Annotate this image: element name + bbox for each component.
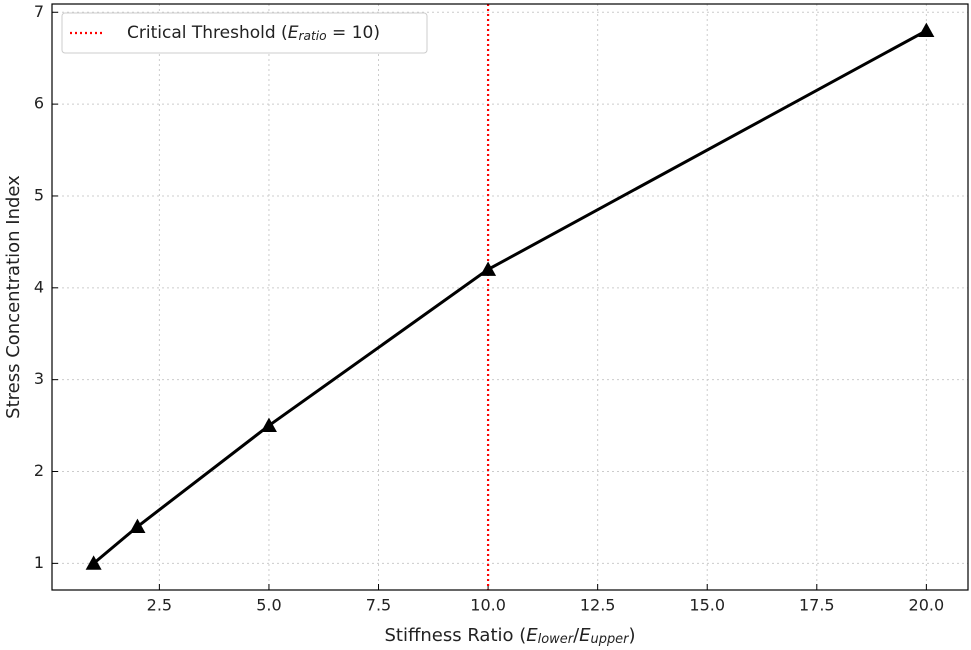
label-part: upper — [591, 632, 630, 647]
y-tick-label: 4 — [34, 277, 44, 296]
y-axis-label: Stress Concentration Index — [3, 175, 24, 419]
x-tick-label: 15.0 — [689, 596, 725, 615]
x-tick-label: 17.5 — [799, 596, 835, 615]
x-tick-label: 20.0 — [909, 596, 945, 615]
marker — [480, 261, 497, 276]
label-part: E — [579, 625, 591, 646]
data-line — [92, 29, 928, 565]
legend-label: Critical Threshold (Eratio = 10) — [127, 23, 380, 43]
label-part: = 10) — [327, 23, 380, 43]
label-part: Stiffness Ratio ( — [384, 625, 526, 646]
y-tick-label: 3 — [34, 369, 44, 388]
marker — [918, 22, 935, 38]
marker — [260, 417, 277, 432]
x-tick-label: 10.0 — [470, 596, 506, 615]
label-part: / — [573, 625, 580, 646]
legend: Critical Threshold (Eratio = 10) — [61, 12, 428, 54]
y-tick-label: 7 — [34, 2, 44, 21]
y-tick-label: 1 — [34, 553, 44, 572]
x-tick-label: 7.5 — [366, 596, 391, 615]
label-part: ) — [628, 625, 635, 646]
plot-frame — [51, 3, 969, 591]
marker — [85, 555, 102, 570]
x-tick-label: 12.5 — [580, 596, 616, 615]
y-tick-label: 2 — [34, 461, 44, 480]
label-part: lower — [538, 632, 574, 647]
y-tick-label: 5 — [34, 185, 44, 204]
x-axis-label: Stiffness Ratio (Elower/Eupper) — [384, 625, 635, 647]
x-tick-label: 2.5 — [147, 596, 172, 615]
label-part: E — [526, 625, 538, 646]
legend-box — [61, 12, 428, 54]
label-part: Critical Threshold ( — [127, 23, 288, 43]
x-tick-label: 5.0 — [256, 596, 281, 615]
marker — [129, 518, 146, 534]
label-part: E — [288, 23, 299, 43]
y-tick-label: 6 — [34, 94, 44, 113]
label-part: ratio — [298, 29, 326, 43]
